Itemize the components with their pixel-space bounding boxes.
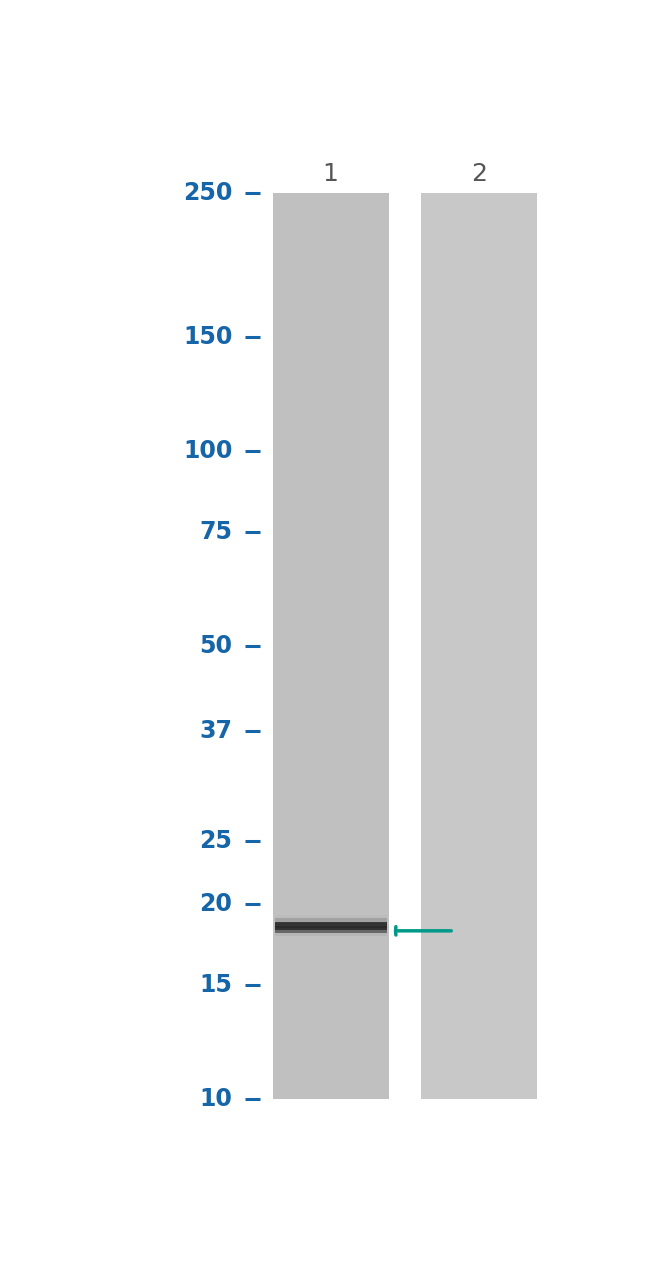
Text: 25: 25 <box>200 829 233 853</box>
Bar <box>275 916 387 923</box>
Text: 10: 10 <box>200 1087 233 1111</box>
Bar <box>421 193 537 1099</box>
Text: 150: 150 <box>183 325 233 349</box>
Text: 50: 50 <box>200 634 233 658</box>
Text: 20: 20 <box>200 892 233 916</box>
Text: 37: 37 <box>200 719 233 743</box>
Bar <box>275 922 387 930</box>
Bar <box>275 925 387 932</box>
Text: 75: 75 <box>200 521 233 544</box>
Text: 15: 15 <box>200 973 233 997</box>
Bar <box>273 193 389 1099</box>
Text: 100: 100 <box>183 439 233 464</box>
Text: 2: 2 <box>471 161 488 185</box>
Bar <box>275 928 387 936</box>
Bar <box>275 918 387 926</box>
Text: 250: 250 <box>183 182 233 206</box>
Text: 1: 1 <box>322 161 339 185</box>
